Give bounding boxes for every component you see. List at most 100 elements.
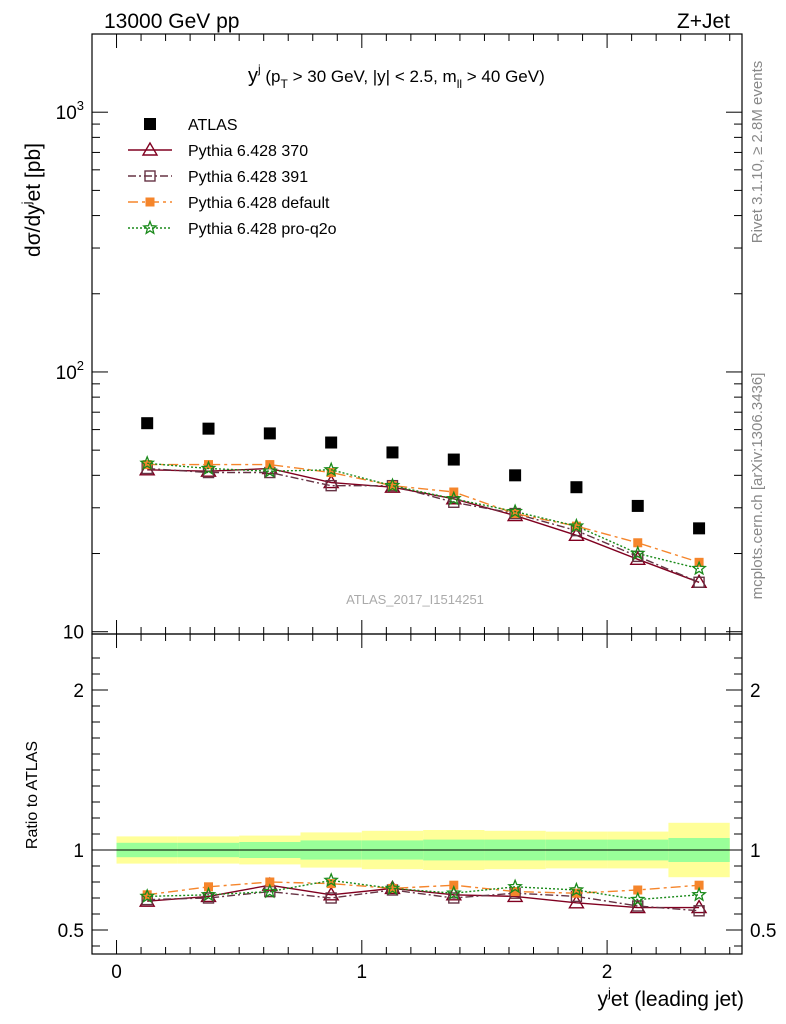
data-point-atlas (141, 417, 154, 430)
data-point-atlas (202, 422, 215, 435)
data-point-atlas (509, 469, 522, 482)
data-point-p391 (202, 892, 215, 904)
data-point-pq2o (445, 490, 462, 506)
legend-marker-pq2o (142, 219, 158, 235)
data-point-p391 (632, 550, 644, 563)
y-tick-label: 10 (63, 623, 84, 644)
xlabel-sup: j (607, 985, 611, 1000)
ylabel-sup: j (19, 201, 34, 205)
ratio-tick-label-right: 0.5 (750, 921, 776, 942)
data-point-pq2o (568, 517, 585, 533)
title-sub: T (281, 77, 289, 91)
data-point-pq2o (691, 886, 708, 902)
series-line-pq2o (147, 462, 700, 570)
data-point-atlas (631, 499, 644, 512)
x-tick-label: 0 (111, 962, 122, 983)
legend: ATLAS Pythia 6.428 370 Pythia 6.428 391 Pyt… (128, 117, 337, 238)
data-point-p391 (325, 892, 337, 904)
series-line-p370 (147, 884, 700, 909)
title-sub2: ll (457, 77, 462, 91)
data-point-pq2o (445, 884, 462, 900)
series-line-pdefault (147, 881, 700, 896)
legend-entry-pq2o: Pythia 6.428 pro-q2o (128, 219, 337, 238)
data-point-p370 (568, 526, 585, 542)
series-line-p391 (147, 889, 700, 912)
data-point-pq2o (568, 881, 585, 897)
data-point-pq2o (323, 461, 340, 477)
main-series-pdefault (142, 460, 704, 567)
data-point-p391 (325, 479, 337, 492)
axes: 0 1 2 10 102 103 0.5 0.5 1 1 2 2 (56, 33, 776, 983)
data-point-pq2o (139, 888, 156, 904)
data-point-p391 (448, 496, 460, 508)
data-point-pq2o (507, 878, 523, 894)
ratio-tick-label: 2 (73, 681, 84, 702)
data-point-p370 (322, 474, 340, 489)
data-point-pq2o (323, 872, 339, 888)
main-series-p391 (141, 462, 705, 588)
data-point-atlas (386, 446, 399, 459)
data-point-pdefault (204, 460, 214, 470)
header-left: 13000 GeV pp (104, 10, 239, 33)
legend-entry-p370: Pythia 6.428 370 (128, 141, 308, 160)
data-point-atlas (693, 522, 706, 535)
data-point-pq2o (629, 545, 646, 561)
data-point-p370 (322, 886, 340, 901)
legend-marker-pdefault (145, 197, 155, 207)
series-line-pq2o (147, 879, 700, 901)
data-point-pdefault (142, 890, 152, 900)
data-point-p370 (690, 899, 708, 914)
data-point-pdefault (694, 880, 704, 890)
title-sym: y (248, 65, 258, 87)
data-point-p391 (632, 900, 644, 912)
data-point-atlas (263, 427, 276, 440)
legend-marker-p370 (141, 141, 159, 156)
legend-label-pq2o: Pythia 6.428 pro-q2o (188, 221, 337, 238)
y-tick-label: 103 (56, 98, 84, 124)
legend-label-pdefault: Pythia 6.428 default (188, 195, 330, 212)
ylabel-a: dσ/dy (22, 204, 45, 257)
ratio-series-p391 (141, 884, 705, 917)
data-point-pq2o (200, 460, 217, 476)
xlabel: yjet (leading jet) (598, 985, 744, 1011)
data-point-pq2o (629, 891, 646, 907)
plot-title: yj (pT > 30 GeV, |y| < 2.5, mll > 40 GeV… (248, 62, 545, 91)
data-point-pdefault (387, 883, 397, 893)
rivet-label: Rivet 3.1.10, ≥ 2.8M events (749, 61, 766, 244)
data-point-pdefault (387, 481, 397, 491)
y-tick-label: 102 (56, 358, 84, 384)
data-point-pdefault (265, 877, 275, 887)
legend-entry-pdefault: Pythia 6.428 default (128, 195, 330, 212)
data-point-pq2o (139, 455, 156, 471)
data-point-atlas (447, 453, 460, 466)
ratio-tick-label-right: 1 (750, 841, 761, 862)
series-line-p370 (147, 467, 700, 583)
ratio-bands (92, 822, 742, 878)
data-point-p391 (509, 507, 521, 520)
ratio-tick-label-right: 2 (750, 681, 761, 702)
main-ylabel: dσ/dyjet [pb] (19, 143, 45, 257)
ratio-frame (91, 633, 743, 955)
data-point-pq2o (261, 883, 278, 899)
title-open: (p (261, 67, 281, 86)
data-point-atlas (325, 436, 338, 449)
data-point-pq2o (507, 503, 523, 519)
data-point-pdefault (633, 538, 643, 548)
title-close: > 40 GeV) (462, 67, 545, 86)
data-point-pdefault (633, 885, 643, 895)
legend-label-atlas: ATLAS (188, 117, 238, 134)
main-series-pq2o (139, 455, 708, 576)
legend-entry-atlas: ATLAS (144, 117, 238, 134)
data-point-pdefault (510, 509, 520, 519)
xlabel-b: et (leading jet) (611, 988, 744, 1011)
data-point-pdefault (571, 521, 581, 531)
data-point-pdefault (142, 460, 152, 470)
data-point-pq2o (384, 477, 401, 493)
legend-label-p370: Pythia 6.428 370 (188, 143, 308, 160)
ratio-tick-label: 1 (73, 841, 84, 862)
title-sym-sup: j (257, 62, 261, 76)
ratio-series-pdefault (142, 877, 704, 900)
mcplots-label: mcplots.cern.ch [arXiv:1306.3436] (749, 373, 766, 600)
series-line-p391 (147, 467, 700, 583)
